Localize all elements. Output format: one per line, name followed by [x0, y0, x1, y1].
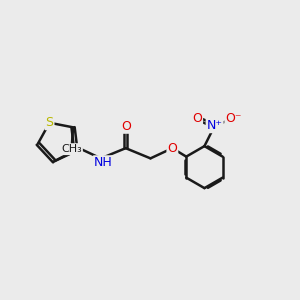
Text: O: O [167, 142, 177, 155]
Text: CH₃: CH₃ [61, 144, 82, 154]
Text: NH: NH [94, 156, 112, 169]
Text: O: O [192, 112, 202, 125]
Text: O: O [121, 120, 130, 133]
Text: S: S [46, 116, 53, 129]
Text: N: N [71, 145, 81, 158]
Text: N⁺: N⁺ [207, 119, 223, 132]
Text: O⁻: O⁻ [225, 112, 242, 125]
